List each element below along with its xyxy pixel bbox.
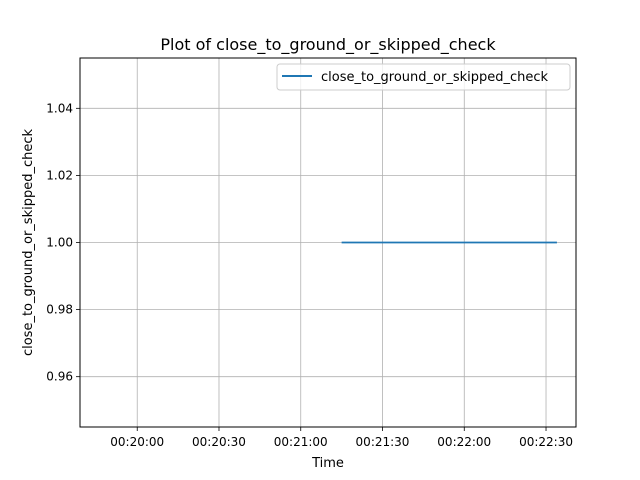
x-tick-label: 00:21:00 [274,435,328,449]
x-tick-label: 00:21:30 [356,435,410,449]
y-tick-label: 1.02 [46,168,73,182]
legend-box [276,63,571,91]
x-tick-label: 00:20:00 [110,435,164,449]
y-tick-label: 1.04 [46,101,73,115]
legend: close_to_ground_or_skipped_check [276,63,571,91]
y-axis-ticks: 0.96 0.98 1.00 1.02 1.04 [46,101,80,384]
y-axis-label: close_to_ground_or_skipped_check [21,129,36,357]
legend-label: close_to_ground_or_skipped_check [321,70,549,85]
x-tick-label: 00:22:30 [519,435,573,449]
y-tick-label: 0.98 [46,303,73,317]
x-tick-label: 00:22:00 [437,435,491,449]
y-tick-label: 0.96 [46,370,73,384]
x-axis-ticks: 00:20:00 00:20:30 00:21:00 00:21:30 00:22:00… [110,427,573,449]
x-tick-label: 00:20:30 [192,435,246,449]
x-axis-label: Time [311,456,344,471]
chart-title: Plot of close_to_ground_or_skipped_check [160,35,496,55]
y-tick-label: 1.00 [46,236,73,250]
